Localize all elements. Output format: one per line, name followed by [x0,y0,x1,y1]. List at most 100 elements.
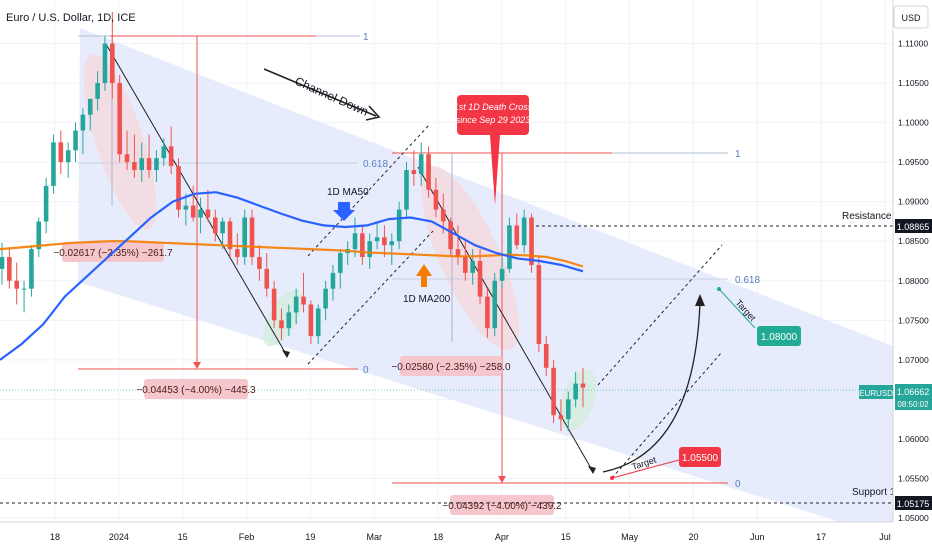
candle-body [514,225,520,246]
time-tick-label: 17 [816,532,826,542]
candle-body [492,280,498,329]
candle-body [29,249,34,289]
candle-body [220,221,225,234]
projection-arrowhead [695,294,705,306]
price-tick-label: 1.05000 [898,513,929,523]
candle-body [293,296,299,313]
candle-body [455,249,461,258]
price-tick-label: 1.08000 [898,276,929,286]
candle-body [95,83,100,99]
candle-body [190,205,196,218]
candle-body [543,344,549,368]
death-cross-line-2: since Sep 29 2023 [456,115,531,125]
candle-body [536,264,542,345]
candle-body [448,221,453,250]
eurusd-name-badge: EURUSD [859,385,893,399]
candle-body [382,237,387,246]
time-axis-background[interactable] [0,522,893,550]
candle-body [0,257,5,269]
candle-body [418,154,424,174]
ma50-arrow-icon [333,202,355,221]
price-tick-label: 1.07000 [898,355,929,365]
candle-body [580,383,586,388]
candle-body [65,150,71,163]
time-tick-label: Jul [879,532,891,542]
dashed-channels [307,123,723,479]
candle-body [330,272,336,289]
price-tick-label: 1.08500 [898,236,929,246]
support-label: Support 1 [852,487,896,498]
candle-body [529,217,534,265]
price-tick-label: 1.10000 [898,118,929,128]
svg-text:1.08865: 1.08865 [897,222,930,232]
svg-text:−0.02580 (−2.35%) −258.0: −0.02580 (−2.35%) −258.0 [391,362,511,373]
resistance-label: Resistance 1 [842,211,900,222]
candle-body [411,170,417,174]
death-cross-callout: 1st 1D Death Cross since Sep 29 2023 [454,95,533,205]
candle-body [433,189,439,210]
candle-body [404,170,409,210]
time-tick-label: Jun [750,532,765,542]
ma50-label: 1D MA50 [327,187,369,198]
time-tick-label: 18 [50,532,60,542]
candle-body [36,221,42,250]
svg-text:1.06662: 1.06662 [897,387,930,397]
candle-body [124,154,130,163]
time-tick-label: 2024 [109,532,129,542]
candle-body [507,225,512,269]
svg-text:−0.04392 (−4.00%) −439.2: −0.04392 (−4.00%) −439.2 [442,501,562,512]
candle-body [565,399,571,420]
svg-text:08:50:02: 08:50:02 [897,400,929,409]
price-axis-background[interactable] [893,0,932,550]
ma200-line [0,240,584,268]
trend-arrows [282,350,596,474]
fib-label-0618-a: 0.618 [363,159,388,170]
candle-body [242,217,247,258]
candle-body [212,217,218,234]
candle-body [485,296,490,329]
time-tick-label: Mar [366,532,382,542]
fib-label-0-a: 0 [363,365,369,376]
candle-body [110,43,115,84]
time-tick-label: 20 [688,532,698,542]
resistance-price-badge: 1.08865 [895,219,932,233]
candle-body [360,233,365,258]
ma200-label: 1D MA200 [403,294,451,305]
candle-body [183,205,189,210]
candle-body [132,162,137,171]
price-tick-label: 1.09000 [898,197,929,207]
candle-body [43,185,49,222]
measure-label-4: −0.04392 (−4.00%) −439.2 [442,495,562,515]
candle-body [301,296,306,305]
candle-body [315,308,321,337]
candle-body [286,312,292,329]
fib-label-0618-b: 0.618 [735,275,760,286]
fib-label-1-a: 1 [363,32,369,43]
channel-down-arrow-line [263,68,377,117]
candle-body [521,217,527,246]
candle-body [499,268,505,281]
price-tick-label: 1.11000 [898,39,928,49]
candle-body [558,415,564,420]
svg-text:1.05175: 1.05175 [897,499,930,509]
candle-body [235,249,240,258]
time-tick-label: May [621,532,639,542]
candle-body [139,158,145,171]
time-tick-label: Feb [239,532,255,542]
candle-body [440,209,446,222]
candle-body [161,146,167,159]
candle-body [367,241,373,258]
candle-body [73,130,78,151]
candle-body [396,209,402,242]
fib-label-1-b: 1 [735,149,741,160]
candle-body [168,146,174,167]
currency-box[interactable] [893,5,929,29]
candle-body [176,166,181,210]
time-axis-ticks: 18 2024 15 Feb 19 Mar 18 Apr 15 May 20 Jun 17 Jul [50,532,891,542]
candle-body [338,253,343,273]
candle-body [80,114,86,131]
candle-body [323,288,328,309]
currency-label: USD [901,13,921,23]
candle-body [389,241,395,246]
